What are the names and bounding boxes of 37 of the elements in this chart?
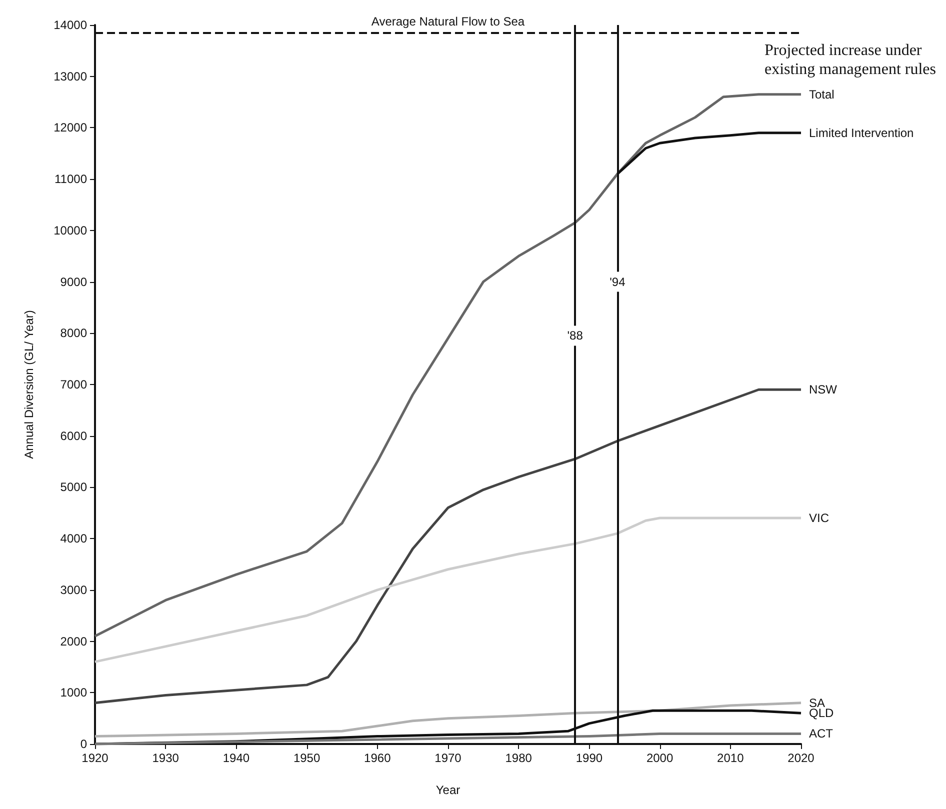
series-label: NSW (809, 382, 838, 397)
x-tick-label: 2010 (717, 751, 744, 765)
y-tick-label: 11000 (54, 172, 88, 186)
y-tick-label: 3000 (60, 582, 88, 597)
y-tick-label: 10000 (54, 223, 88, 238)
y-tick-label: 12000 (54, 120, 88, 135)
y-tick-label: 9000 (60, 274, 88, 289)
y-tick-label: 14000 (54, 18, 88, 32)
y-tick-label: 2000 (60, 634, 88, 648)
x-tick-label: 1960 (364, 751, 392, 765)
series-label: VIC (809, 511, 830, 526)
y-tick-label: 0 (80, 737, 88, 751)
y-tick-label: 7000 (60, 378, 88, 392)
x-tick-label: 1920 (82, 751, 109, 765)
y-tick-label: 1000 (60, 686, 88, 700)
x-tick-label: 2000 (646, 751, 674, 765)
y-tick-label: 4000 (60, 532, 88, 546)
x-tick-label: 1990 (576, 751, 603, 765)
annotation: Projected increase under existing management rules (764, 42, 936, 78)
series-label: Total (809, 87, 834, 102)
y-tick-label: 13000 (54, 69, 88, 84)
x-tick-label: 1940 (222, 751, 250, 765)
x-tick-label: 1970 (434, 751, 462, 765)
y-tick-label: 6000 (60, 428, 88, 443)
series-label: ACT (809, 726, 834, 741)
y-tick-label: 5000 (60, 480, 88, 494)
x-axis-title: Year (436, 783, 460, 797)
x-tick-label: 1930 (152, 751, 180, 765)
y-axis-title: Annual Diversion (GL/ Year) (22, 310, 36, 459)
annotation: '88 (567, 328, 584, 343)
x-tick-label: 1980 (505, 751, 532, 765)
y-tick-label: 8000 (60, 326, 88, 340)
x-tick-label: 1950 (293, 751, 320, 765)
x-tick-label: 2020 (788, 751, 815, 765)
series-label: Limited Intervention (809, 126, 914, 140)
ref-line-label: Average Natural Flow to Sea (371, 14, 525, 29)
annotation: '94 (610, 274, 626, 289)
